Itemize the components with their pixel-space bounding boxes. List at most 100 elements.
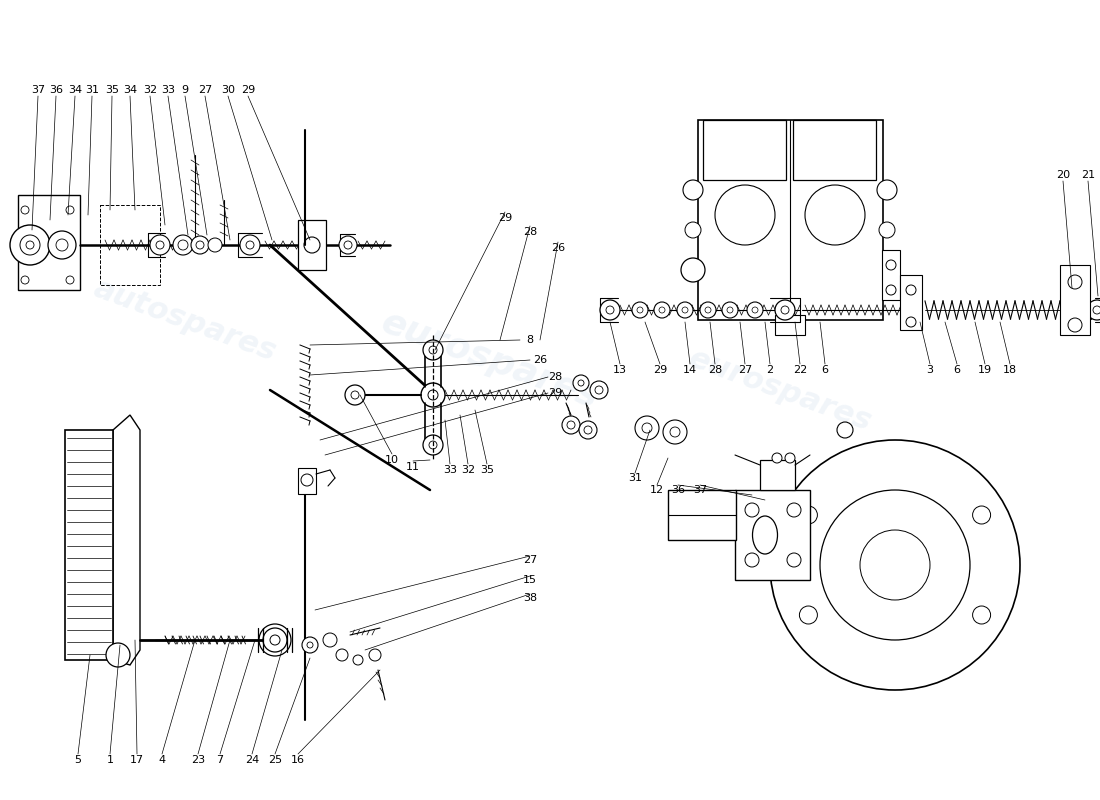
Text: 33: 33 bbox=[443, 465, 456, 475]
Text: 35: 35 bbox=[480, 465, 494, 475]
Circle shape bbox=[428, 390, 438, 400]
Bar bbox=[668, 490, 736, 540]
Circle shape bbox=[421, 383, 446, 407]
Circle shape bbox=[579, 421, 597, 439]
Circle shape bbox=[246, 241, 254, 249]
Text: 34: 34 bbox=[68, 85, 82, 95]
Circle shape bbox=[747, 302, 763, 318]
Text: 17: 17 bbox=[130, 755, 144, 765]
Text: 37: 37 bbox=[31, 85, 45, 95]
Text: 4: 4 bbox=[158, 755, 166, 765]
Bar bbox=[18, 195, 80, 290]
Circle shape bbox=[715, 185, 775, 245]
Circle shape bbox=[860, 530, 930, 600]
Circle shape bbox=[368, 649, 381, 661]
Circle shape bbox=[566, 421, 575, 429]
Ellipse shape bbox=[752, 516, 778, 554]
Circle shape bbox=[752, 307, 758, 313]
Circle shape bbox=[786, 553, 801, 567]
Bar bbox=[298, 468, 316, 494]
Text: 27: 27 bbox=[522, 555, 537, 565]
Text: 21: 21 bbox=[1081, 170, 1096, 180]
Bar bbox=[760, 460, 795, 490]
Circle shape bbox=[351, 391, 359, 399]
Circle shape bbox=[606, 306, 614, 314]
Circle shape bbox=[682, 307, 688, 313]
Circle shape bbox=[745, 553, 759, 567]
Circle shape bbox=[302, 637, 318, 653]
Circle shape bbox=[208, 238, 222, 252]
Circle shape bbox=[705, 307, 711, 313]
Text: 29: 29 bbox=[241, 85, 255, 95]
Circle shape bbox=[424, 435, 443, 455]
Circle shape bbox=[10, 225, 49, 265]
Text: 7: 7 bbox=[217, 755, 223, 765]
Bar bbox=[65, 430, 113, 660]
Text: 9: 9 bbox=[182, 85, 188, 95]
Circle shape bbox=[781, 306, 789, 314]
Text: 31: 31 bbox=[85, 85, 99, 95]
Circle shape bbox=[26, 241, 34, 249]
Text: 19: 19 bbox=[978, 365, 992, 375]
Text: 13: 13 bbox=[613, 365, 627, 375]
Circle shape bbox=[258, 624, 292, 656]
Text: 28: 28 bbox=[708, 365, 722, 375]
Circle shape bbox=[1093, 306, 1100, 314]
Circle shape bbox=[805, 185, 865, 245]
Bar bbox=[900, 275, 922, 330]
Circle shape bbox=[20, 235, 40, 255]
Text: 6: 6 bbox=[822, 365, 828, 375]
Circle shape bbox=[1068, 275, 1082, 289]
Circle shape bbox=[837, 422, 852, 438]
Text: 31: 31 bbox=[628, 473, 642, 483]
Text: 25: 25 bbox=[268, 755, 282, 765]
Circle shape bbox=[972, 506, 991, 524]
Bar bbox=[298, 220, 326, 270]
Text: 34: 34 bbox=[123, 85, 138, 95]
Circle shape bbox=[886, 260, 896, 270]
Circle shape bbox=[776, 300, 795, 320]
Text: 18: 18 bbox=[1003, 365, 1018, 375]
Text: eurospares: eurospares bbox=[377, 305, 603, 415]
Text: 32: 32 bbox=[461, 465, 475, 475]
Circle shape bbox=[344, 241, 352, 249]
Circle shape bbox=[66, 206, 74, 214]
Text: 29: 29 bbox=[498, 213, 513, 223]
Text: 29: 29 bbox=[548, 388, 562, 398]
Bar bbox=[698, 120, 883, 320]
Bar bbox=[100, 205, 160, 285]
Circle shape bbox=[879, 222, 895, 238]
Circle shape bbox=[906, 285, 916, 295]
Circle shape bbox=[635, 416, 659, 440]
Circle shape bbox=[654, 302, 670, 318]
Bar bbox=[703, 120, 786, 180]
Circle shape bbox=[637, 307, 644, 313]
Circle shape bbox=[21, 276, 29, 284]
Text: 12: 12 bbox=[650, 485, 664, 495]
Text: 26: 26 bbox=[551, 243, 565, 253]
Text: 11: 11 bbox=[406, 462, 420, 472]
Circle shape bbox=[772, 453, 782, 463]
Bar bbox=[735, 490, 810, 580]
Circle shape bbox=[191, 236, 209, 254]
Circle shape bbox=[345, 385, 365, 405]
Circle shape bbox=[263, 628, 287, 652]
Circle shape bbox=[786, 503, 801, 517]
Circle shape bbox=[270, 635, 280, 645]
Circle shape bbox=[886, 285, 896, 295]
Circle shape bbox=[240, 235, 260, 255]
Circle shape bbox=[173, 235, 192, 255]
Text: 15: 15 bbox=[522, 575, 537, 585]
Text: 27: 27 bbox=[198, 85, 212, 95]
Circle shape bbox=[670, 427, 680, 437]
Circle shape bbox=[722, 302, 738, 318]
Text: 30: 30 bbox=[221, 85, 235, 95]
Circle shape bbox=[770, 440, 1020, 690]
Circle shape bbox=[800, 606, 817, 624]
Circle shape bbox=[685, 222, 701, 238]
Circle shape bbox=[590, 381, 608, 399]
Circle shape bbox=[48, 231, 76, 259]
Text: 29: 29 bbox=[653, 365, 667, 375]
Text: 8: 8 bbox=[527, 335, 534, 345]
Circle shape bbox=[339, 236, 358, 254]
